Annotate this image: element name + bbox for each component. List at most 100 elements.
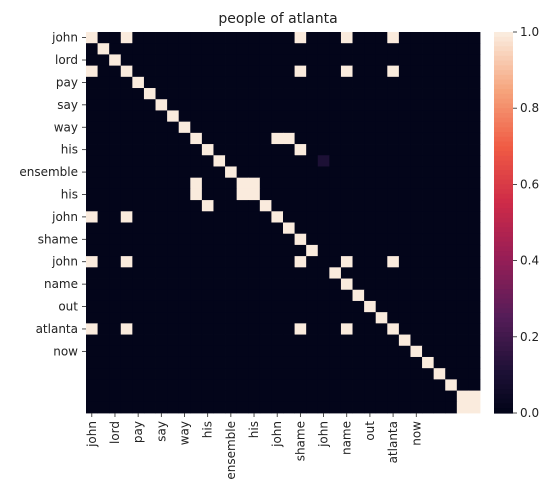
heatmap-cell <box>248 54 261 67</box>
row-tick-label: now <box>53 344 78 358</box>
heatmap-cell <box>190 43 203 55</box>
heatmap-cell <box>178 177 191 190</box>
heatmap-cell <box>236 256 249 268</box>
heatmap-cell <box>329 188 342 201</box>
heatmap-cell <box>120 211 133 223</box>
heatmap-cell <box>375 144 388 156</box>
heatmap-cell <box>167 200 180 212</box>
heatmap-cell <box>178 188 191 201</box>
heatmap-cell <box>456 300 469 313</box>
heatmap-cell <box>86 177 98 190</box>
heatmap-cell <box>445 43 458 55</box>
heatmap-cell <box>167 267 180 279</box>
heatmap-cell <box>109 32 122 44</box>
heatmap-cell <box>213 32 226 44</box>
heatmap-cell <box>155 244 168 257</box>
heatmap-cell <box>283 368 295 380</box>
heatmap-cell <box>143 110 156 123</box>
heatmap-cell <box>132 312 145 324</box>
heatmap-cell <box>178 132 191 145</box>
heatmap-cell <box>433 200 446 212</box>
heatmap-cell <box>340 43 353 55</box>
heatmap-cell <box>398 323 411 335</box>
heatmap-cell <box>283 211 295 223</box>
heatmap-cell <box>433 323 446 335</box>
heatmap-cell <box>225 312 238 324</box>
heatmap-cell <box>317 132 330 145</box>
heatmap-cell <box>294 289 307 302</box>
heatmap-cell <box>445 32 458 44</box>
heatmap-cell <box>445 312 458 324</box>
heatmap-cell <box>190 334 203 347</box>
heatmap-cell <box>387 76 400 89</box>
heatmap-cell <box>213 222 226 235</box>
heatmap-cell <box>352 43 365 55</box>
heatmap-cell <box>167 379 180 391</box>
heatmap-cell <box>86 32 98 44</box>
heatmap-cell <box>225 65 238 78</box>
heatmap-cell <box>120 99 133 111</box>
heatmap-cell <box>120 312 133 324</box>
heatmap-cell <box>410 110 423 123</box>
heatmap-cell <box>109 43 122 55</box>
heatmap-cell <box>143 76 156 89</box>
heatmap-cell <box>259 121 272 134</box>
colorbar-segment <box>494 322 513 328</box>
heatmap-cell <box>456 379 469 391</box>
row-tick-labels: john lord pay say way his ensemble his john shame… <box>19 31 86 358</box>
heatmap-cell <box>155 256 168 268</box>
heatmap-cell <box>248 267 261 279</box>
heatmap-cell <box>213 289 226 302</box>
heatmap-cell <box>120 244 133 257</box>
heatmap-cell <box>364 244 377 257</box>
heatmap-cell <box>387 323 400 335</box>
colorbar-tick-label: 0.6 <box>520 177 539 191</box>
heatmap-cell <box>468 312 481 324</box>
heatmap-cell <box>86 110 98 123</box>
column-tick-label: atlanta <box>386 421 400 463</box>
heatmap-cell <box>456 144 469 156</box>
heatmap-cell <box>201 65 214 78</box>
heatmap-cell <box>271 401 284 414</box>
heatmap-cell <box>306 345 319 358</box>
heatmap-cell <box>456 88 469 100</box>
heatmap-cell <box>294 144 307 156</box>
heatmap-cell <box>248 200 261 212</box>
heatmap-cell <box>259 300 272 313</box>
heatmap-cell <box>294 300 307 313</box>
heatmap-cell <box>86 356 98 369</box>
heatmap-cell <box>456 278 469 291</box>
heatmap-cell <box>236 278 249 291</box>
heatmap-cell <box>271 121 284 134</box>
heatmap-cell <box>109 356 122 369</box>
heatmap-cell <box>190 323 203 335</box>
heatmap-cell <box>259 177 272 190</box>
heatmap-cell <box>143 166 156 179</box>
heatmap-cell <box>317 390 330 403</box>
heatmap-cell <box>294 99 307 111</box>
heatmap-cell <box>306 99 319 111</box>
heatmap-cell <box>294 155 307 167</box>
heatmap-cell <box>167 300 180 313</box>
heatmap-cell <box>178 110 191 123</box>
heatmap-cell <box>352 132 365 145</box>
heatmap-cell <box>410 121 423 134</box>
heatmap-cell <box>97 88 110 100</box>
column-tick-label: out <box>363 421 377 441</box>
heatmap-cell <box>178 244 191 257</box>
heatmap-cell <box>213 256 226 268</box>
heatmap-cell <box>398 244 411 257</box>
heatmap-cell <box>398 32 411 44</box>
heatmap-cell <box>190 267 203 279</box>
heatmap-cell <box>213 188 226 201</box>
heatmap-cell <box>178 256 191 268</box>
heatmap-cell <box>329 99 342 111</box>
heatmap-cell <box>352 368 365 380</box>
heatmap-cell <box>109 65 122 78</box>
colorbar-segment <box>494 365 513 371</box>
heatmap-cell <box>190 211 203 223</box>
heatmap-cell <box>422 188 435 201</box>
heatmap-cell <box>294 188 307 201</box>
heatmap-cell <box>109 289 122 302</box>
heatmap-cell <box>97 368 110 380</box>
